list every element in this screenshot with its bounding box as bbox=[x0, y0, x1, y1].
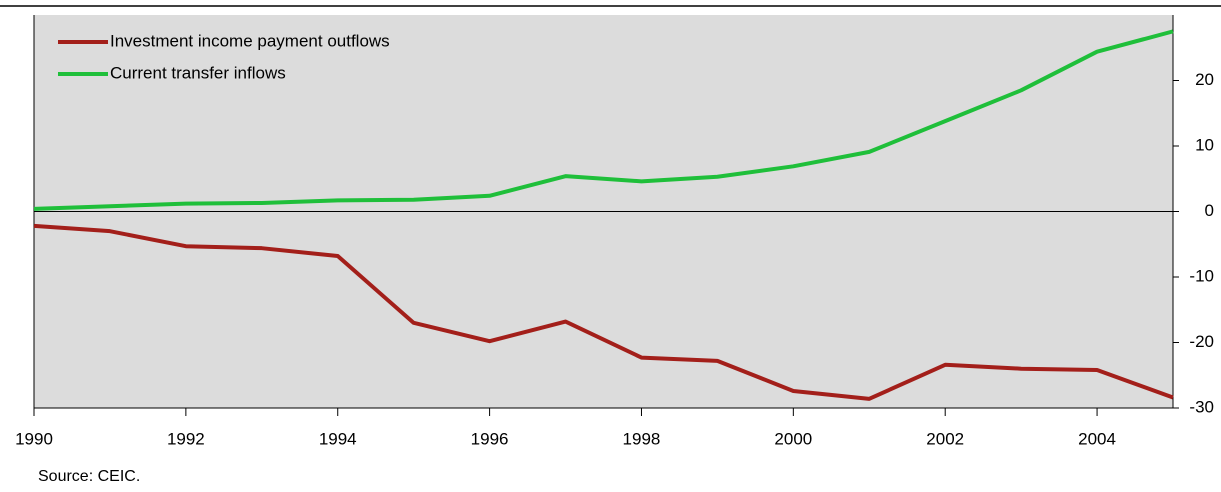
x-tick-label: 2004 bbox=[1078, 429, 1116, 448]
x-tick-label: 1998 bbox=[623, 429, 661, 448]
x-tick-label: 1992 bbox=[167, 429, 205, 448]
source-note: Source: CEIC. bbox=[38, 468, 140, 485]
y-tick-label: 20 bbox=[1195, 70, 1214, 89]
y-tick-label: -30 bbox=[1189, 397, 1214, 416]
y-tick-label: 0 bbox=[1205, 201, 1214, 220]
y-tick-label: -10 bbox=[1189, 266, 1214, 285]
series-line bbox=[33, 223, 1174, 401]
y-tick-label: -20 bbox=[1189, 332, 1214, 351]
legend-label: Investment income payment outflows bbox=[110, 31, 390, 50]
x-tick-label: 2002 bbox=[926, 429, 964, 448]
y-tick-label: 10 bbox=[1195, 135, 1214, 154]
x-tick-label: 1990 bbox=[15, 429, 53, 448]
x-tick-label: 1996 bbox=[471, 429, 509, 448]
legend-label: Current transfer inflows bbox=[110, 63, 286, 82]
x-tick-label: 2000 bbox=[774, 429, 812, 448]
x-tick-label: 1994 bbox=[319, 429, 357, 448]
series-line bbox=[33, 29, 1174, 211]
